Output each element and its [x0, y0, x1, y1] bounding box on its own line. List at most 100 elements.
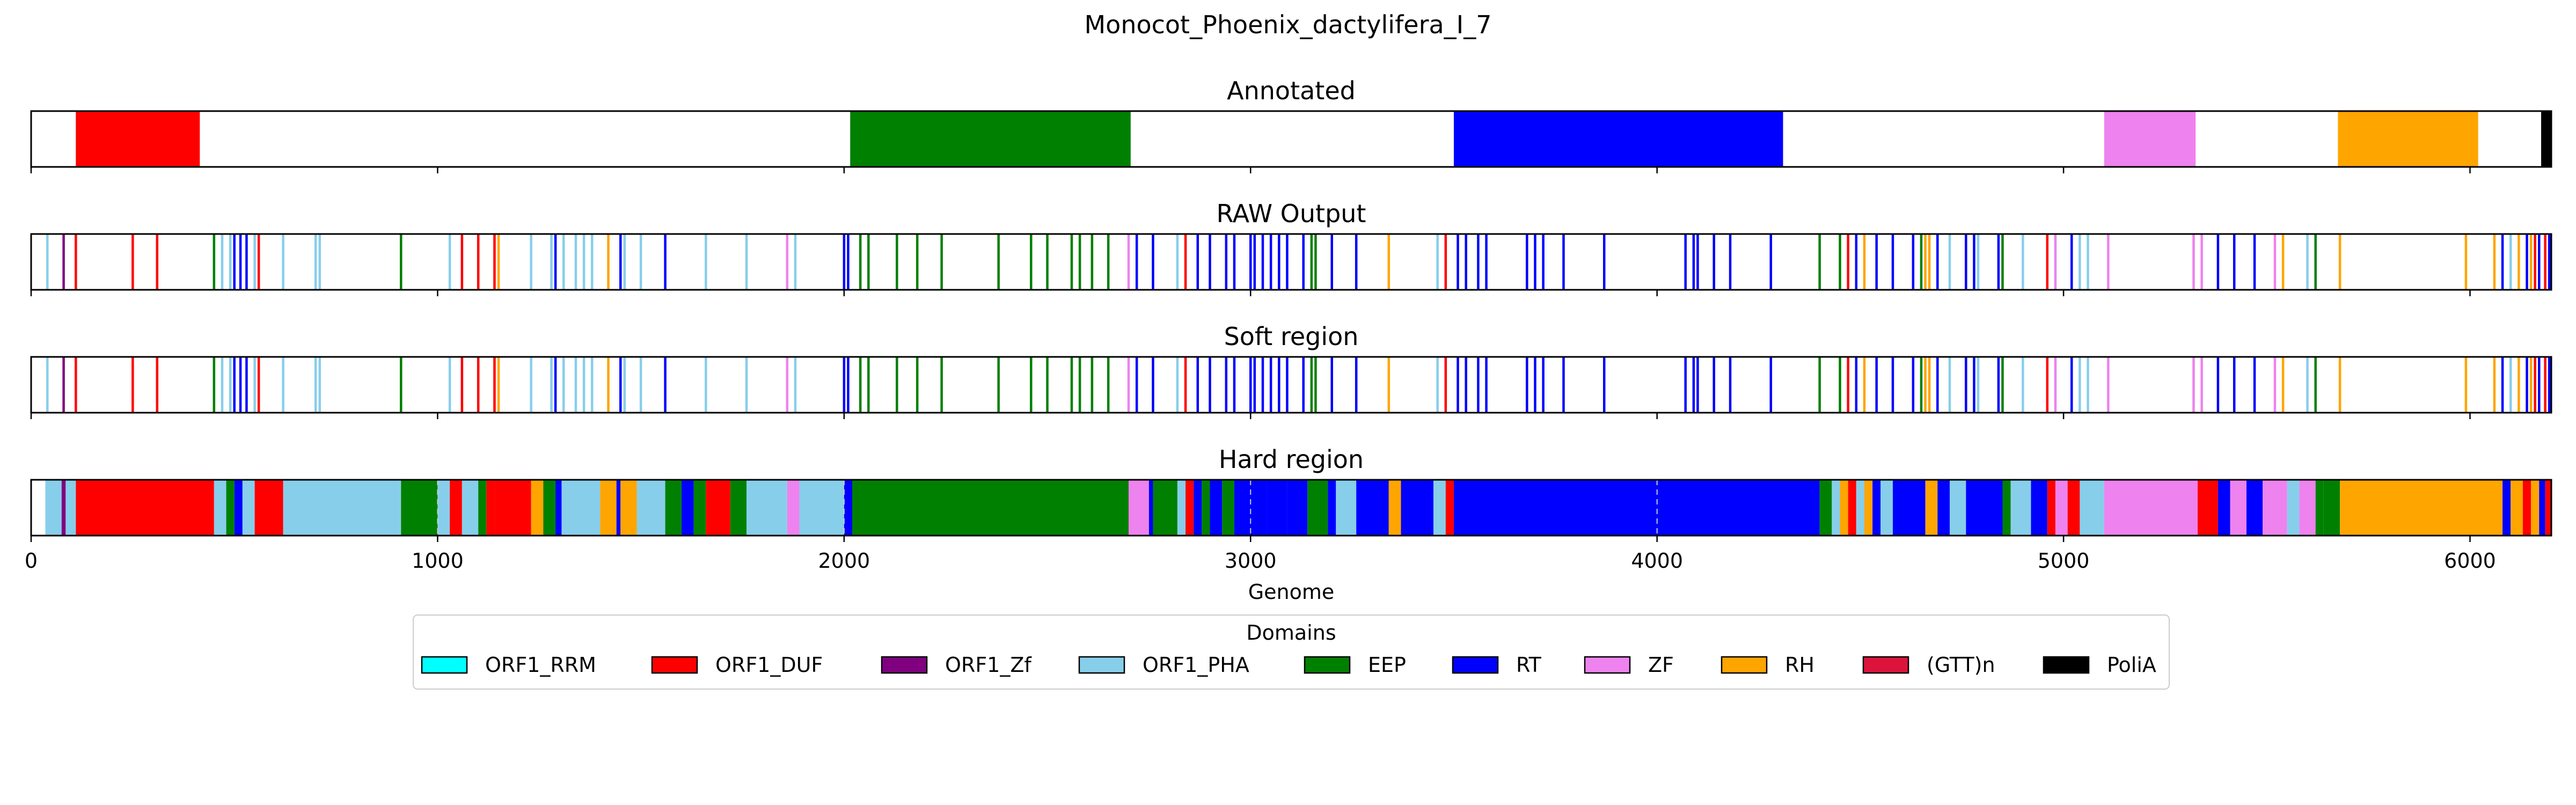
domain-segment — [531, 480, 544, 536]
legend-entry: ORF1_Zf — [881, 653, 1032, 677]
domain-segment — [636, 480, 665, 536]
domain-segment — [2080, 480, 2104, 536]
domain-segment — [234, 480, 243, 536]
panel-frame — [30, 479, 2552, 537]
domain-segment — [1202, 480, 1210, 536]
x-axis-label: Genome — [1248, 580, 1335, 604]
domain-segment — [1445, 480, 1454, 536]
legend-label: RT — [1516, 653, 1542, 677]
domain-segment — [2340, 480, 2503, 536]
domain-segment — [2246, 480, 2263, 536]
domain-segment — [2031, 480, 2047, 536]
panel-frame — [30, 356, 2552, 414]
legend-swatch — [1078, 656, 1125, 674]
panels: Annotated RAW Output Soft region Hard regio… — [30, 76, 2552, 542]
domain-segment — [478, 480, 487, 536]
legend-entry: ZF — [1584, 653, 1674, 677]
domain-segment — [1234, 480, 1267, 536]
domain-segment — [2511, 480, 2523, 536]
legend-entry: (GTT)n — [1862, 653, 1995, 677]
legend-swatch — [1862, 656, 1909, 674]
domain-segment — [1356, 480, 1389, 536]
domain-segment — [2545, 480, 2551, 536]
domain-segment — [600, 480, 617, 536]
domain-segment — [437, 480, 450, 536]
domain-segment — [693, 480, 706, 536]
legend-swatch — [1452, 656, 1499, 674]
domain-segment — [1453, 480, 1820, 536]
domain-segment — [2010, 480, 2031, 536]
domain-segment — [2104, 111, 2196, 167]
domain-segment — [486, 480, 495, 536]
domain-segment — [1832, 480, 1840, 536]
x-tick-label: 5000 — [2038, 549, 2090, 573]
domain-segment — [283, 480, 401, 536]
domain-segment — [665, 480, 682, 536]
x-axis: 0 1000 2000 3000 4000 5000 6000 — [25, 549, 2496, 573]
domain-segment — [401, 480, 438, 536]
legend-entry: EEP — [1304, 653, 1406, 677]
panel-2: Soft region — [30, 322, 2552, 419]
legend-label: ORF1_PHA — [1143, 653, 1249, 677]
domain-segment — [2338, 111, 2478, 167]
x-tick-label: 0 — [25, 549, 38, 573]
domain-segment — [747, 480, 787, 536]
domain-segment — [1185, 480, 1194, 536]
domain-segment — [2263, 480, 2287, 536]
domain-segment — [2502, 480, 2511, 536]
panel-title: Annotated — [1227, 76, 1356, 105]
domain-segment — [1287, 480, 1308, 536]
legend-swatch — [2043, 656, 2090, 674]
domain-segment — [706, 480, 730, 536]
domain-segment — [616, 480, 621, 536]
domain-segment — [2323, 480, 2340, 536]
domain-segment — [1819, 480, 1832, 536]
domain-segment — [1210, 480, 1223, 536]
domain-segment — [1177, 480, 1186, 536]
domain-segment — [681, 480, 694, 536]
domain-segment — [2198, 480, 2218, 536]
domain-segment — [2315, 480, 2324, 536]
domain-segment — [1336, 480, 1357, 536]
domain-segment — [620, 480, 637, 536]
domain-segment — [1880, 480, 1893, 536]
legend-swatch — [1721, 656, 1768, 674]
legend-label: ZF — [1648, 653, 1674, 677]
domain-segment — [1848, 480, 1856, 536]
domain-segment — [1267, 480, 1287, 536]
domain-segment — [1433, 480, 1446, 536]
domain-segment — [462, 480, 479, 536]
figure-title: Monocot_Phoenix_dactylifera_I_7 — [1084, 10, 1491, 39]
x-tick-label: 6000 — [2444, 549, 2496, 573]
legend-title: Domains — [1246, 621, 1336, 645]
domain-segment — [2539, 480, 2545, 536]
x-tick-label: 4000 — [1631, 549, 1683, 573]
x-tick-label: 2000 — [818, 549, 870, 573]
panel-frame — [30, 110, 2552, 168]
domain-segment — [1194, 480, 1202, 536]
domain-segment — [1148, 480, 1153, 536]
domain-segment — [1453, 111, 1783, 167]
domain-segment — [1222, 480, 1234, 536]
domain-segment — [1966, 480, 2003, 536]
domain-segment — [242, 480, 255, 536]
x-tick-label: 1000 — [412, 549, 464, 573]
domain-segment — [1864, 480, 1873, 536]
domain-segment — [450, 480, 462, 536]
panel-title: RAW Output — [1217, 199, 1366, 228]
panel-title: Hard region — [1219, 445, 1364, 474]
legend-swatch — [421, 656, 468, 674]
domain-segment — [543, 480, 556, 536]
domain-segment — [1892, 480, 1926, 536]
legend-entry: RT — [1452, 653, 1542, 677]
domain-segment — [2299, 480, 2316, 536]
domain-segment — [214, 480, 226, 536]
legend-label: EEP — [1368, 653, 1406, 677]
domain-segment — [787, 480, 800, 536]
legend-swatch — [1304, 656, 1351, 674]
domain-segment — [76, 111, 200, 167]
legend-entry: ORF1_PHA — [1078, 653, 1249, 677]
legend-label: ORF1_Zf — [945, 653, 1032, 677]
domain-segment — [2002, 480, 2011, 536]
